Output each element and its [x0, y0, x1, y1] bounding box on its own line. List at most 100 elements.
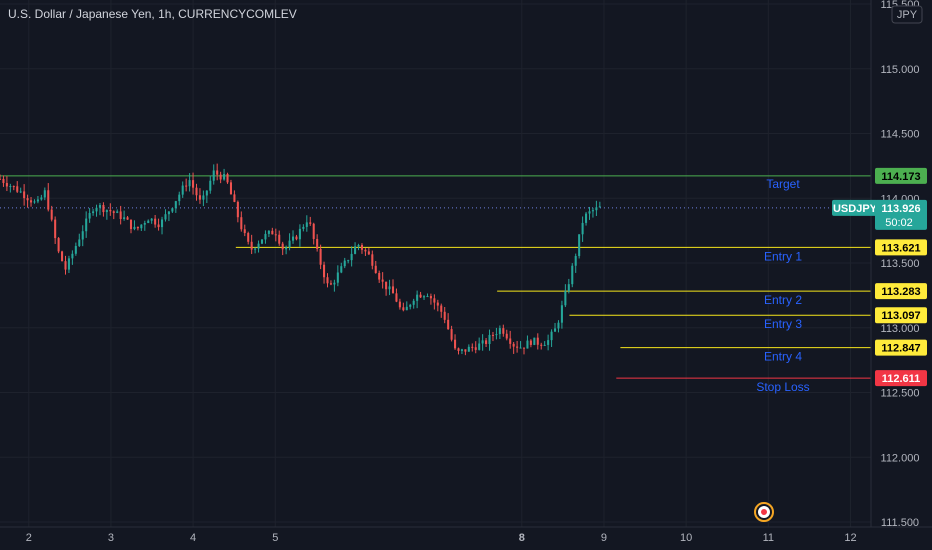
candle [105, 209, 108, 220]
candle [95, 204, 98, 217]
candle [571, 263, 574, 288]
level-price-tag: 112.611 [875, 370, 927, 387]
candle [474, 341, 477, 354]
candle [436, 299, 439, 312]
candle [81, 225, 84, 247]
level-label: Entry 4 [764, 350, 802, 364]
candle [323, 261, 326, 284]
level-label: Entry 2 [764, 293, 802, 307]
candle [305, 215, 308, 232]
candle [164, 209, 167, 222]
candle [61, 250, 64, 262]
candle [388, 279, 391, 296]
candle [440, 303, 443, 318]
candle [574, 253, 577, 273]
record-icon[interactable] [754, 502, 774, 522]
candle [526, 335, 529, 349]
candle [181, 181, 184, 198]
candle [588, 206, 591, 220]
candle [433, 294, 436, 310]
candle [185, 178, 188, 192]
candle [2, 175, 5, 187]
candle [536, 333, 539, 350]
candle [171, 207, 174, 213]
level-lines [0, 175, 871, 379]
candle [40, 194, 43, 201]
countdown-label: 50:02 [885, 217, 913, 229]
candle [543, 341, 546, 347]
candle [254, 247, 257, 254]
candle [316, 234, 319, 252]
candle [250, 234, 253, 255]
price-tags: 114.173 113.621 113.283 113.097 112.847 112.6… [875, 167, 927, 387]
svg-text:114.173: 114.173 [881, 171, 920, 183]
candle [192, 172, 195, 195]
candle [240, 211, 243, 232]
candle [529, 339, 532, 348]
candlestick-series [0, 163, 601, 356]
candle [43, 187, 46, 201]
candle [150, 218, 153, 224]
time-tick-label: 2 [26, 532, 32, 544]
candle [464, 349, 467, 356]
candle [247, 231, 250, 245]
level-label: Entry 1 [764, 249, 802, 263]
candle [395, 288, 398, 303]
candle [112, 210, 115, 220]
candle [547, 334, 550, 351]
candle [454, 334, 457, 350]
level-labels: Target Entry 1 Entry 2 Entry 3 Entry 4 Stop L… [756, 177, 809, 394]
candle [360, 243, 364, 254]
candle [98, 202, 102, 216]
candle [223, 168, 226, 181]
candle [147, 219, 150, 224]
candle [409, 303, 412, 310]
candle [326, 273, 329, 288]
level-price-tag: 113.097 [875, 307, 927, 324]
candle [553, 322, 557, 332]
price-tick-label: 113.500 [881, 258, 920, 270]
candle [19, 187, 22, 194]
candle [126, 216, 129, 220]
candle [123, 210, 126, 221]
candle [50, 205, 53, 222]
candle [0, 174, 2, 180]
candle [595, 200, 598, 216]
candle [371, 250, 374, 270]
candle [295, 234, 298, 241]
candle [340, 262, 343, 274]
candle [298, 224, 301, 247]
candle [354, 242, 357, 255]
candle [564, 284, 567, 308]
candle [178, 191, 181, 206]
candle [509, 330, 512, 349]
candle [226, 172, 229, 184]
candle [378, 270, 381, 283]
candle [257, 240, 260, 253]
candle [381, 272, 384, 289]
candle [447, 313, 450, 330]
candle [64, 255, 67, 275]
candle [347, 259, 350, 264]
candle [522, 347, 526, 355]
candle [550, 329, 553, 347]
candle [157, 218, 160, 231]
time-axis[interactable]: 2 3 4 5 8 9 10 11 12 [26, 532, 857, 544]
jpy-badge[interactable]: JPY [891, 5, 923, 24]
candle [23, 184, 26, 206]
candle [495, 327, 498, 340]
level-label: Entry 3 [764, 317, 802, 331]
level-label: Target [766, 177, 800, 191]
candle [278, 230, 281, 246]
candle [491, 331, 495, 342]
candle [57, 237, 60, 254]
candle [309, 216, 312, 226]
candle [36, 196, 39, 204]
svg-text:113.097: 113.097 [881, 310, 920, 322]
candle [288, 233, 291, 251]
jpy-badge-label: JPY [897, 9, 918, 21]
candle [364, 248, 367, 256]
candle [233, 190, 236, 203]
